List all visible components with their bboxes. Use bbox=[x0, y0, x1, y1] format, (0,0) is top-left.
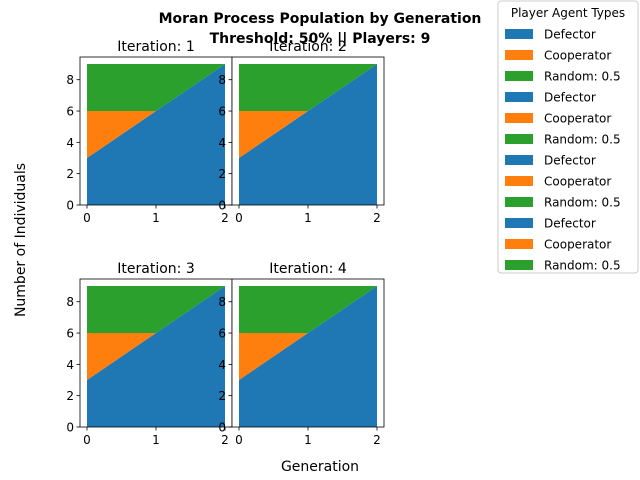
y-tick-label: 4 bbox=[218, 358, 226, 372]
y-tick-label: 6 bbox=[218, 327, 226, 341]
legend-swatch bbox=[505, 239, 533, 249]
area-defector bbox=[239, 286, 377, 427]
subplot-title: Iteration: 1 bbox=[117, 39, 194, 55]
y-tick-label: 2 bbox=[218, 389, 226, 403]
legend-label: Defector bbox=[544, 217, 596, 231]
y-tick-label: 2 bbox=[66, 167, 74, 181]
area-cooperator bbox=[87, 286, 225, 381]
legend-label: Random: 0.5 bbox=[544, 133, 621, 147]
x-tick-label: 2 bbox=[373, 433, 381, 447]
legend-swatch bbox=[505, 134, 533, 144]
figure-title-line1: Moran Process Population by Generation bbox=[159, 11, 482, 27]
y-tick-label: 8 bbox=[218, 295, 226, 309]
x-tick-label: 2 bbox=[221, 211, 229, 225]
legend-label: Cooperator bbox=[544, 175, 611, 189]
area-cooperator bbox=[87, 64, 225, 159]
x-tick-label: 1 bbox=[304, 211, 312, 225]
legend-swatch bbox=[505, 92, 533, 102]
legend-entry: Random: 0.5 bbox=[505, 259, 621, 273]
x-tick-label: 1 bbox=[304, 433, 312, 447]
legend: Player Agent Types Defector Cooperator Ran… bbox=[497, 0, 639, 274]
figure-ylabel: Number of Individuals bbox=[13, 163, 29, 317]
subplot-title: Iteration: 3 bbox=[117, 261, 194, 277]
y-tick-label: 8 bbox=[218, 73, 226, 87]
legend-swatch bbox=[505, 176, 533, 186]
y-tick-label: 4 bbox=[218, 136, 226, 150]
area-random-0-5 bbox=[87, 64, 225, 112]
legend-label: Cooperator bbox=[544, 49, 611, 63]
area-random-0-5 bbox=[239, 286, 377, 334]
legend-entry: Random: 0.5 bbox=[505, 70, 621, 84]
legend-entry: Cooperator bbox=[505, 175, 611, 189]
legend-label: Random: 0.5 bbox=[544, 259, 621, 273]
legend-entry: Cooperator bbox=[505, 112, 611, 126]
legend-swatch bbox=[505, 71, 533, 81]
legend-label: Defector bbox=[544, 154, 596, 168]
legend-entry: Defector bbox=[505, 217, 596, 231]
x-tick-label: 0 bbox=[83, 211, 91, 225]
y-tick-label: 6 bbox=[66, 105, 74, 119]
x-tick-label: 2 bbox=[373, 211, 381, 225]
figure-title-line2: Threshold: 50% || Players: 9 bbox=[210, 31, 431, 47]
y-tick-label: 6 bbox=[66, 327, 74, 341]
x-tick-label: 0 bbox=[235, 433, 243, 447]
legend-label: Defector bbox=[544, 91, 596, 105]
y-tick-label: 4 bbox=[66, 358, 74, 372]
subplot-title: Iteration: 4 bbox=[269, 261, 347, 277]
figure-xlabel: Generation bbox=[281, 459, 359, 475]
legend-entry: Random: 0.5 bbox=[505, 196, 621, 210]
legend-swatch bbox=[505, 218, 533, 228]
y-tick-label: 0 bbox=[218, 421, 226, 435]
legend-label: Random: 0.5 bbox=[544, 196, 621, 210]
x-tick-label: 1 bbox=[152, 211, 160, 225]
y-tick-label: 2 bbox=[66, 389, 74, 403]
y-tick-label: 0 bbox=[66, 199, 74, 213]
area-cooperator bbox=[239, 64, 377, 159]
legend-swatch bbox=[505, 113, 533, 123]
legend-label: Cooperator bbox=[544, 238, 611, 252]
area-defector bbox=[87, 286, 225, 427]
y-tick-label: 6 bbox=[218, 105, 226, 119]
legend-swatch bbox=[505, 50, 533, 60]
x-tick-label: 0 bbox=[235, 211, 243, 225]
legend-entry: Defector bbox=[505, 28, 596, 42]
legend-label: Defector bbox=[544, 28, 596, 42]
legend-swatch bbox=[505, 197, 533, 207]
x-tick-label: 1 bbox=[152, 433, 160, 447]
legend-entry: Random: 0.5 bbox=[505, 133, 621, 147]
legend-swatch bbox=[505, 155, 533, 165]
legend-entry: Cooperator bbox=[505, 238, 611, 252]
x-tick-label: 0 bbox=[83, 433, 91, 447]
y-tick-label: 8 bbox=[66, 295, 74, 309]
y-tick-label: 2 bbox=[218, 167, 226, 181]
area-defector bbox=[239, 64, 377, 205]
y-tick-label: 0 bbox=[218, 199, 226, 213]
area-defector bbox=[87, 64, 225, 205]
legend-entry: Defector bbox=[505, 154, 596, 168]
legend-entry: Defector bbox=[505, 91, 596, 105]
legend-entry: Cooperator bbox=[505, 49, 611, 63]
y-tick-label: 8 bbox=[66, 73, 74, 87]
legend-swatch bbox=[505, 260, 533, 270]
legend-entries: Defector Cooperator Random: 0.5 Defector Coo… bbox=[505, 28, 621, 273]
legend-swatch bbox=[505, 29, 533, 39]
legend-label: Random: 0.5 bbox=[544, 70, 621, 84]
area-cooperator bbox=[239, 286, 377, 381]
area-random-0-5 bbox=[239, 64, 377, 112]
subplot-title: Iteration: 2 bbox=[269, 39, 346, 55]
y-tick-label: 4 bbox=[66, 136, 74, 150]
legend-title: Player Agent Types bbox=[511, 6, 625, 20]
y-tick-label: 0 bbox=[66, 421, 74, 435]
legend-label: Cooperator bbox=[544, 112, 611, 126]
area-random-0-5 bbox=[87, 286, 225, 334]
x-tick-label: 2 bbox=[221, 433, 229, 447]
